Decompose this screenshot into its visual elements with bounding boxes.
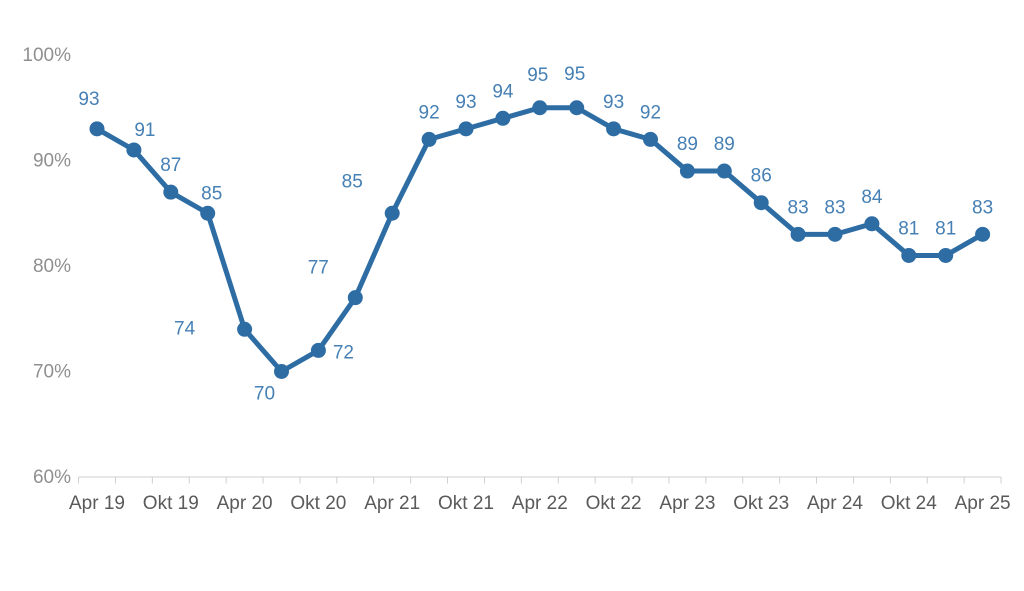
data-point-label: 87 (160, 155, 181, 176)
data-point-label: 94 (492, 81, 514, 102)
data-point-marker (790, 226, 806, 242)
x-axis-label: Apr 24 (807, 493, 863, 514)
x-axis-label: Apr 21 (364, 493, 420, 514)
data-point-label: 89 (677, 134, 698, 155)
data-point-label: 84 (861, 187, 883, 208)
data-point-marker (237, 321, 253, 337)
x-axis-label: Okt 20 (290, 493, 346, 514)
x-axis-label: Okt 22 (586, 493, 642, 514)
y-axis-label: 100% (22, 45, 71, 66)
trend-line (94, 105, 986, 374)
data-point-label: 83 (972, 197, 993, 218)
data-point-label: 77 (308, 258, 329, 279)
data-point-label: 92 (640, 102, 661, 123)
data-point-marker (495, 110, 511, 126)
data-point-label: 83 (788, 197, 809, 218)
x-axis-label: Apr 19 (69, 493, 125, 514)
y-axis-label: 80% (33, 256, 71, 277)
data-point-label: 92 (419, 102, 440, 123)
data-point-label: 93 (78, 89, 99, 110)
data-point-label: 81 (898, 218, 919, 239)
data-point-marker (89, 121, 105, 137)
data-point-label: 72 (333, 342, 354, 363)
y-axis-label: 60% (33, 467, 71, 488)
data-point-marker (163, 184, 179, 200)
data-point-label: 85 (342, 171, 363, 192)
data-point-label: 89 (714, 134, 735, 155)
x-axis-label: Okt 21 (438, 493, 494, 514)
x-axis-label: Apr 22 (512, 493, 568, 514)
data-point-marker (643, 131, 658, 147)
data-point-marker (126, 142, 142, 158)
data-point-label: 93 (603, 92, 624, 113)
x-axis-label: Okt 19 (143, 493, 199, 514)
data-point-marker (864, 216, 880, 232)
data-point-marker (901, 247, 917, 263)
data-point-marker (532, 100, 548, 116)
data-point-label: 83 (824, 197, 845, 218)
data-point-marker (975, 226, 991, 242)
data-point-label: 95 (564, 64, 585, 85)
x-axis-label: Okt 24 (881, 493, 937, 514)
x-axis-label: Apr 23 (659, 493, 715, 514)
data-point-marker (827, 226, 843, 242)
data-point-marker (458, 121, 474, 137)
data-point-marker (938, 247, 954, 263)
data-point-label: 86 (751, 166, 772, 187)
data-point-marker (753, 195, 769, 211)
data-point-marker (679, 163, 695, 179)
data-point-marker (421, 131, 437, 147)
data-point-marker (569, 100, 585, 116)
data-point-marker (716, 163, 732, 179)
x-axis-label: Apr 20 (217, 493, 273, 514)
data-point-label: 74 (174, 318, 196, 339)
data-point-marker (347, 290, 363, 306)
data-point-marker (274, 364, 289, 379)
data-point-marker (384, 205, 400, 221)
data-point-marker (310, 342, 326, 358)
data-point-label: 81 (935, 218, 956, 239)
data-point-label: 70 (254, 384, 275, 405)
data-point-marker (606, 121, 622, 137)
x-axis-label: Okt 23 (733, 493, 789, 514)
data-point-label: 93 (455, 92, 476, 113)
y-axis-label: 70% (33, 362, 71, 383)
x-axis-label: Apr 25 (955, 493, 1011, 514)
data-point-marker (200, 205, 216, 221)
data-point-label: 85 (201, 183, 222, 204)
y-axis-label: 90% (33, 151, 71, 172)
data-point-label: 91 (134, 120, 155, 141)
data-point-label: 95 (527, 65, 548, 86)
